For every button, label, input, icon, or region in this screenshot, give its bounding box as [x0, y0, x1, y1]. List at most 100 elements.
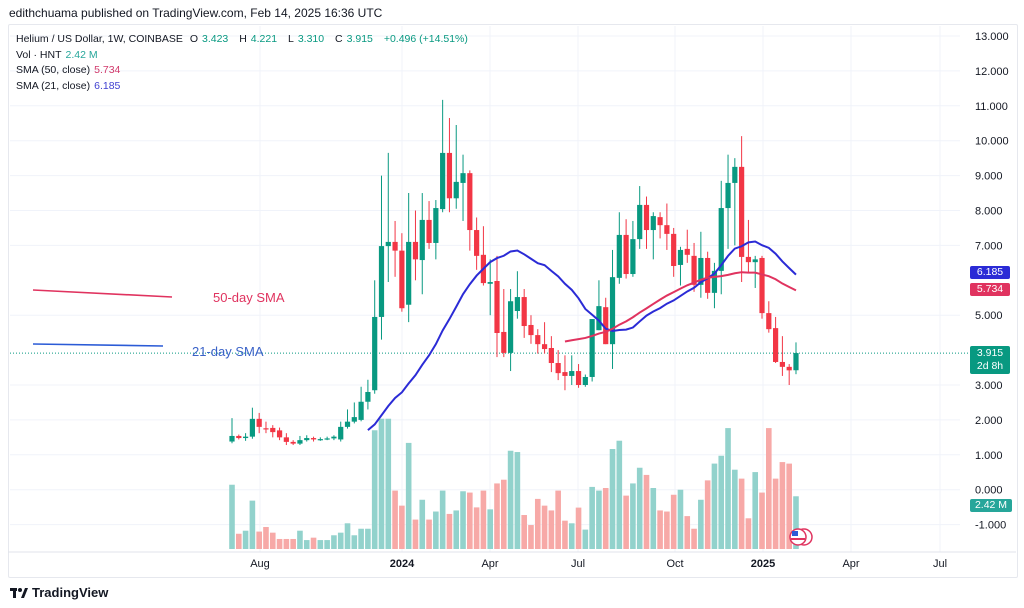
- candle: [541, 322, 548, 354]
- candle-body: [440, 152, 446, 210]
- candle: [623, 219, 629, 279]
- candle-body: [677, 249, 684, 265]
- candle: [297, 435, 303, 446]
- volume-bar: [657, 510, 663, 549]
- candle: [705, 251, 711, 299]
- candle-body: [310, 438, 317, 440]
- candle-body: [236, 435, 242, 439]
- legend-volume-row[interactable]: Vol · HNT 2.42 M: [16, 48, 472, 64]
- y-tick-label: 1.000: [975, 450, 1003, 462]
- candle-body: [541, 344, 548, 350]
- volume-bar: [759, 492, 765, 549]
- legend-symbol-row[interactable]: Helium / US Dollar, 1W, COINBASE O 3.423 …: [16, 32, 472, 48]
- candle-body: [616, 234, 622, 278]
- y-tick-label: -1.000: [975, 520, 1006, 532]
- candle: [283, 433, 289, 446]
- candle: [671, 227, 677, 277]
- sma50-annotation-text: 50-day SMA: [213, 290, 285, 305]
- candle-body: [596, 306, 602, 331]
- candle: [324, 436, 330, 441]
- candle: [385, 152, 391, 283]
- candle-body: [263, 428, 269, 430]
- candle: [766, 301, 772, 333]
- candle: [358, 386, 364, 422]
- volume-bar: [473, 507, 480, 549]
- candle: [521, 289, 527, 338]
- volume-bar: [711, 463, 718, 549]
- candle-body: [535, 335, 541, 345]
- candle-body: [446, 152, 453, 199]
- volume-bar: [378, 418, 385, 549]
- volume-bar: [351, 535, 358, 549]
- candle-body: [358, 401, 364, 420]
- candle: [351, 402, 357, 424]
- volume-bar: [568, 523, 575, 549]
- volume-bar: [256, 531, 262, 549]
- change-value: +0.496 (+14.51%): [383, 33, 468, 45]
- flag-canton: [792, 531, 798, 536]
- sma50-value: 5.734: [94, 64, 121, 76]
- candle: [677, 246, 684, 286]
- sma21-price-label: 6.185: [970, 266, 1010, 279]
- volume-bar: [793, 496, 799, 549]
- high-value: 4.221: [250, 33, 278, 45]
- last-price-label: 3.915 2d 8h: [970, 346, 1010, 374]
- chart-panel[interactable]: [8, 24, 1018, 578]
- volume-bar: [602, 487, 609, 549]
- legend-sma21-row[interactable]: SMA (21, close) 6.185: [16, 79, 472, 95]
- volume-bar: [460, 491, 466, 549]
- candle: [555, 350, 561, 381]
- volume-bar: [650, 487, 657, 549]
- candle-body: [406, 241, 412, 305]
- candle-body: [528, 324, 534, 336]
- candle: [793, 342, 799, 375]
- candle: [338, 421, 344, 442]
- volume-bar: [412, 519, 419, 549]
- legend-sma50-row[interactable]: SMA (50, close) 5.734: [16, 63, 472, 79]
- candle-body: [650, 216, 656, 231]
- tradingview-logo[interactable]: TradingView: [10, 585, 108, 600]
- bar-countdown: 2d 8h: [976, 360, 1004, 372]
- candle: [460, 154, 466, 221]
- candle: [691, 242, 697, 292]
- candle: [786, 364, 792, 385]
- volume-bar: [365, 528, 371, 549]
- x-tick-label: Apr: [842, 558, 859, 570]
- candle: [263, 421, 269, 434]
- volume-bar: [358, 528, 364, 549]
- sma50-annotation-line: [32, 289, 173, 298]
- candle: [446, 118, 453, 213]
- volume-bar: [616, 440, 623, 549]
- candle-body: [718, 208, 724, 271]
- candle: [779, 336, 785, 376]
- volume-bar: [480, 490, 487, 549]
- candle: [562, 355, 568, 391]
- volume-bar: [297, 530, 303, 549]
- flag-stripe: [791, 538, 805, 540]
- y-tick-label: 3.000: [975, 380, 1003, 392]
- publisher-line: edithchuama published on TradingView.com…: [9, 6, 383, 20]
- candle-body: [589, 319, 595, 377]
- volume-bar: [521, 515, 527, 549]
- volume-bar: [562, 520, 568, 549]
- volume-bar: [704, 480, 711, 549]
- candle-body: [521, 297, 527, 327]
- candle-body: [582, 376, 588, 385]
- volume-bar: [399, 505, 405, 549]
- candle: [732, 158, 738, 246]
- candle-body: [575, 371, 582, 385]
- candle-body: [691, 255, 697, 285]
- y-tick-label: 10.000: [975, 136, 1009, 148]
- candle: [637, 186, 643, 249]
- candle: [399, 233, 405, 312]
- candle: [487, 259, 493, 316]
- candle: [582, 374, 588, 387]
- candle-body: [643, 204, 650, 231]
- candle-body: [494, 280, 500, 333]
- candle: [528, 315, 534, 344]
- candle-body: [752, 259, 758, 263]
- candle: [426, 201, 432, 249]
- sma50-price-label: 5.734: [970, 283, 1010, 296]
